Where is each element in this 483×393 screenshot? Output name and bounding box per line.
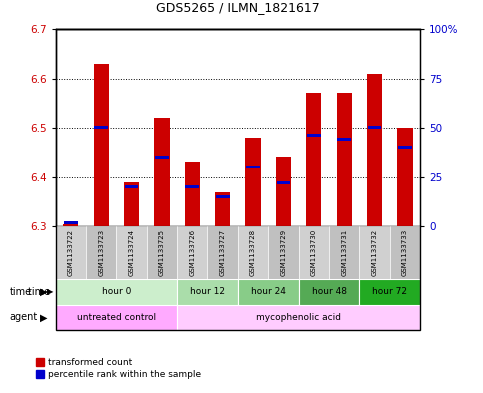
Text: GDS5265 / ILMN_1821617: GDS5265 / ILMN_1821617: [156, 1, 320, 14]
Text: hour 48: hour 48: [312, 287, 346, 296]
Text: hour 0: hour 0: [101, 287, 131, 296]
Bar: [307, 134, 321, 137]
Bar: [277, 181, 290, 184]
Bar: [155, 156, 169, 159]
Text: GSM1133729: GSM1133729: [281, 229, 286, 276]
Bar: [86, 226, 116, 279]
Bar: [338, 138, 351, 141]
Text: untreated control: untreated control: [77, 313, 156, 322]
Bar: [306, 93, 322, 226]
Bar: [329, 226, 359, 279]
Text: ▶: ▶: [47, 287, 53, 296]
Bar: [56, 226, 86, 279]
Bar: [337, 93, 352, 226]
Bar: [208, 226, 238, 279]
Text: GSM1133727: GSM1133727: [220, 229, 226, 276]
Text: GSM1133730: GSM1133730: [311, 229, 317, 276]
Bar: [124, 182, 139, 226]
Text: GSM1133731: GSM1133731: [341, 229, 347, 276]
Bar: [367, 73, 382, 226]
Bar: [94, 64, 109, 226]
Text: GSM1133726: GSM1133726: [189, 229, 195, 276]
Bar: [56, 305, 177, 330]
Bar: [268, 226, 298, 279]
Bar: [359, 226, 390, 279]
Bar: [390, 226, 420, 279]
Bar: [63, 224, 78, 226]
Text: GSM1133724: GSM1133724: [128, 229, 135, 276]
Bar: [398, 128, 412, 226]
Bar: [216, 195, 229, 198]
Bar: [298, 279, 359, 305]
Text: GSM1133728: GSM1133728: [250, 229, 256, 276]
Bar: [185, 185, 199, 188]
Text: GSM1133723: GSM1133723: [98, 229, 104, 276]
Bar: [125, 185, 138, 188]
Bar: [177, 226, 208, 279]
Bar: [238, 279, 298, 305]
Bar: [185, 162, 200, 226]
Text: GSM1133722: GSM1133722: [68, 229, 74, 276]
Text: time: time: [28, 287, 53, 297]
Bar: [154, 118, 170, 226]
Bar: [147, 226, 177, 279]
Bar: [116, 226, 147, 279]
Text: GSM1133733: GSM1133733: [402, 229, 408, 276]
Text: hour 72: hour 72: [372, 287, 407, 296]
Bar: [177, 279, 238, 305]
Text: ▶: ▶: [40, 312, 48, 322]
Bar: [177, 305, 420, 330]
Text: agent: agent: [10, 312, 38, 322]
Bar: [94, 126, 108, 129]
Text: time: time: [10, 287, 32, 297]
Bar: [238, 226, 268, 279]
Bar: [298, 226, 329, 279]
Text: GSM1133725: GSM1133725: [159, 229, 165, 276]
Bar: [276, 157, 291, 226]
Text: ▶: ▶: [40, 287, 48, 297]
Bar: [246, 165, 260, 169]
Text: hour 12: hour 12: [190, 287, 225, 296]
Text: GSM1133732: GSM1133732: [371, 229, 378, 276]
Bar: [64, 220, 78, 224]
Bar: [215, 191, 230, 226]
Text: mycophenolic acid: mycophenolic acid: [256, 313, 341, 322]
Bar: [56, 279, 177, 305]
Bar: [368, 126, 382, 129]
Bar: [245, 138, 261, 226]
Bar: [398, 146, 412, 149]
Legend: transformed count, percentile rank within the sample: transformed count, percentile rank withi…: [36, 358, 201, 379]
Text: hour 24: hour 24: [251, 287, 286, 296]
Bar: [359, 279, 420, 305]
